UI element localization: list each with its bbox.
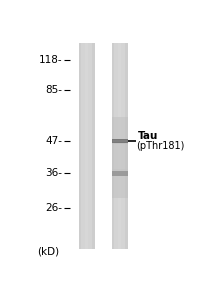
Text: 47-: 47- [45, 136, 62, 146]
Bar [79, 43, 81, 248]
Bar [112, 142, 128, 144]
Bar [92, 43, 95, 248]
Bar [112, 43, 114, 248]
Bar [125, 43, 128, 248]
Bar [112, 171, 128, 176]
Bar [85, 43, 88, 248]
Bar [112, 139, 128, 143]
Text: Tau: Tau [138, 131, 158, 142]
Bar [112, 169, 128, 171]
Text: (pThr181): (pThr181) [136, 141, 185, 152]
Bar [112, 117, 128, 198]
Bar [118, 43, 121, 248]
Bar [79, 43, 95, 248]
Text: 85-: 85- [45, 85, 62, 95]
Text: 36-: 36- [45, 168, 62, 178]
Text: (kD): (kD) [37, 247, 59, 257]
Text: 26-: 26- [45, 203, 62, 213]
Bar [113, 140, 127, 142]
Bar [112, 43, 128, 248]
Text: 118-: 118- [39, 55, 62, 65]
